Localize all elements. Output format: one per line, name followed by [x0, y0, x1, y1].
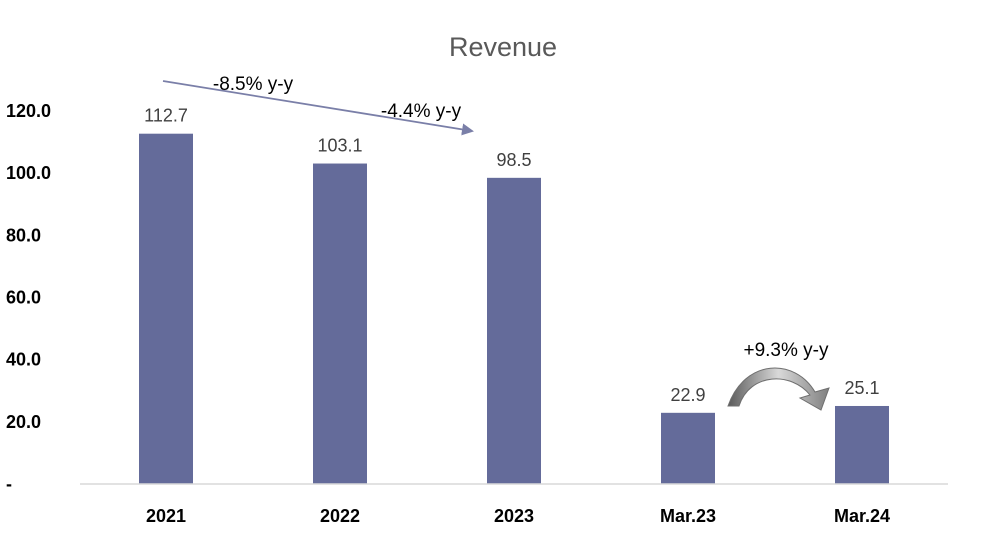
trend-arrow [162, 80, 474, 136]
chart-title: Revenue [449, 32, 557, 62]
data-labels: 112.7 103.1 98.5 22.9 25.1 [144, 106, 879, 405]
y-tick-label: 40.0 [6, 350, 41, 370]
y-tick-label: - [6, 474, 12, 494]
x-tick-label: 2021 [146, 506, 186, 526]
y-tick-label: 80.0 [6, 225, 41, 245]
bar [661, 412, 715, 484]
x-axis-ticks: 2021 2022 2023 Mar.23 Mar.24 [146, 506, 890, 526]
y-tick-label: 100.0 [6, 163, 51, 183]
y-axis-ticks: - 20.0 40.0 60.0 80.0 100.0 120.0 [6, 101, 51, 494]
x-tick-label: 2023 [494, 506, 534, 526]
x-tick-label: 2022 [320, 506, 360, 526]
x-tick-label: Mar.23 [660, 506, 716, 526]
data-label: 25.1 [844, 378, 879, 398]
bar [835, 405, 889, 484]
bar [487, 177, 541, 484]
data-label: 112.7 [144, 106, 188, 126]
bar [139, 133, 193, 484]
data-label: 98.5 [496, 150, 531, 170]
annotation-label-mar23-mar24: +9.3% y-y [743, 340, 829, 361]
annotation-label-2022-2023: -4.4% y-y [381, 101, 462, 122]
data-label: 103.1 [317, 136, 362, 156]
bars [139, 133, 889, 485]
annotation-label-2021-2022: -8.5% y-y [213, 74, 294, 95]
x-tick-label: Mar.24 [834, 506, 890, 526]
y-tick-label: 120.0 [6, 101, 51, 121]
y-tick-label: 20.0 [6, 412, 41, 432]
annotations: -8.5% y-y -4.4% y-y +9.3% y-y [162, 74, 830, 411]
curved-arrow-icon [727, 367, 830, 411]
y-tick-label: 60.0 [6, 288, 41, 308]
bar [313, 163, 367, 485]
data-label: 22.9 [670, 385, 705, 405]
